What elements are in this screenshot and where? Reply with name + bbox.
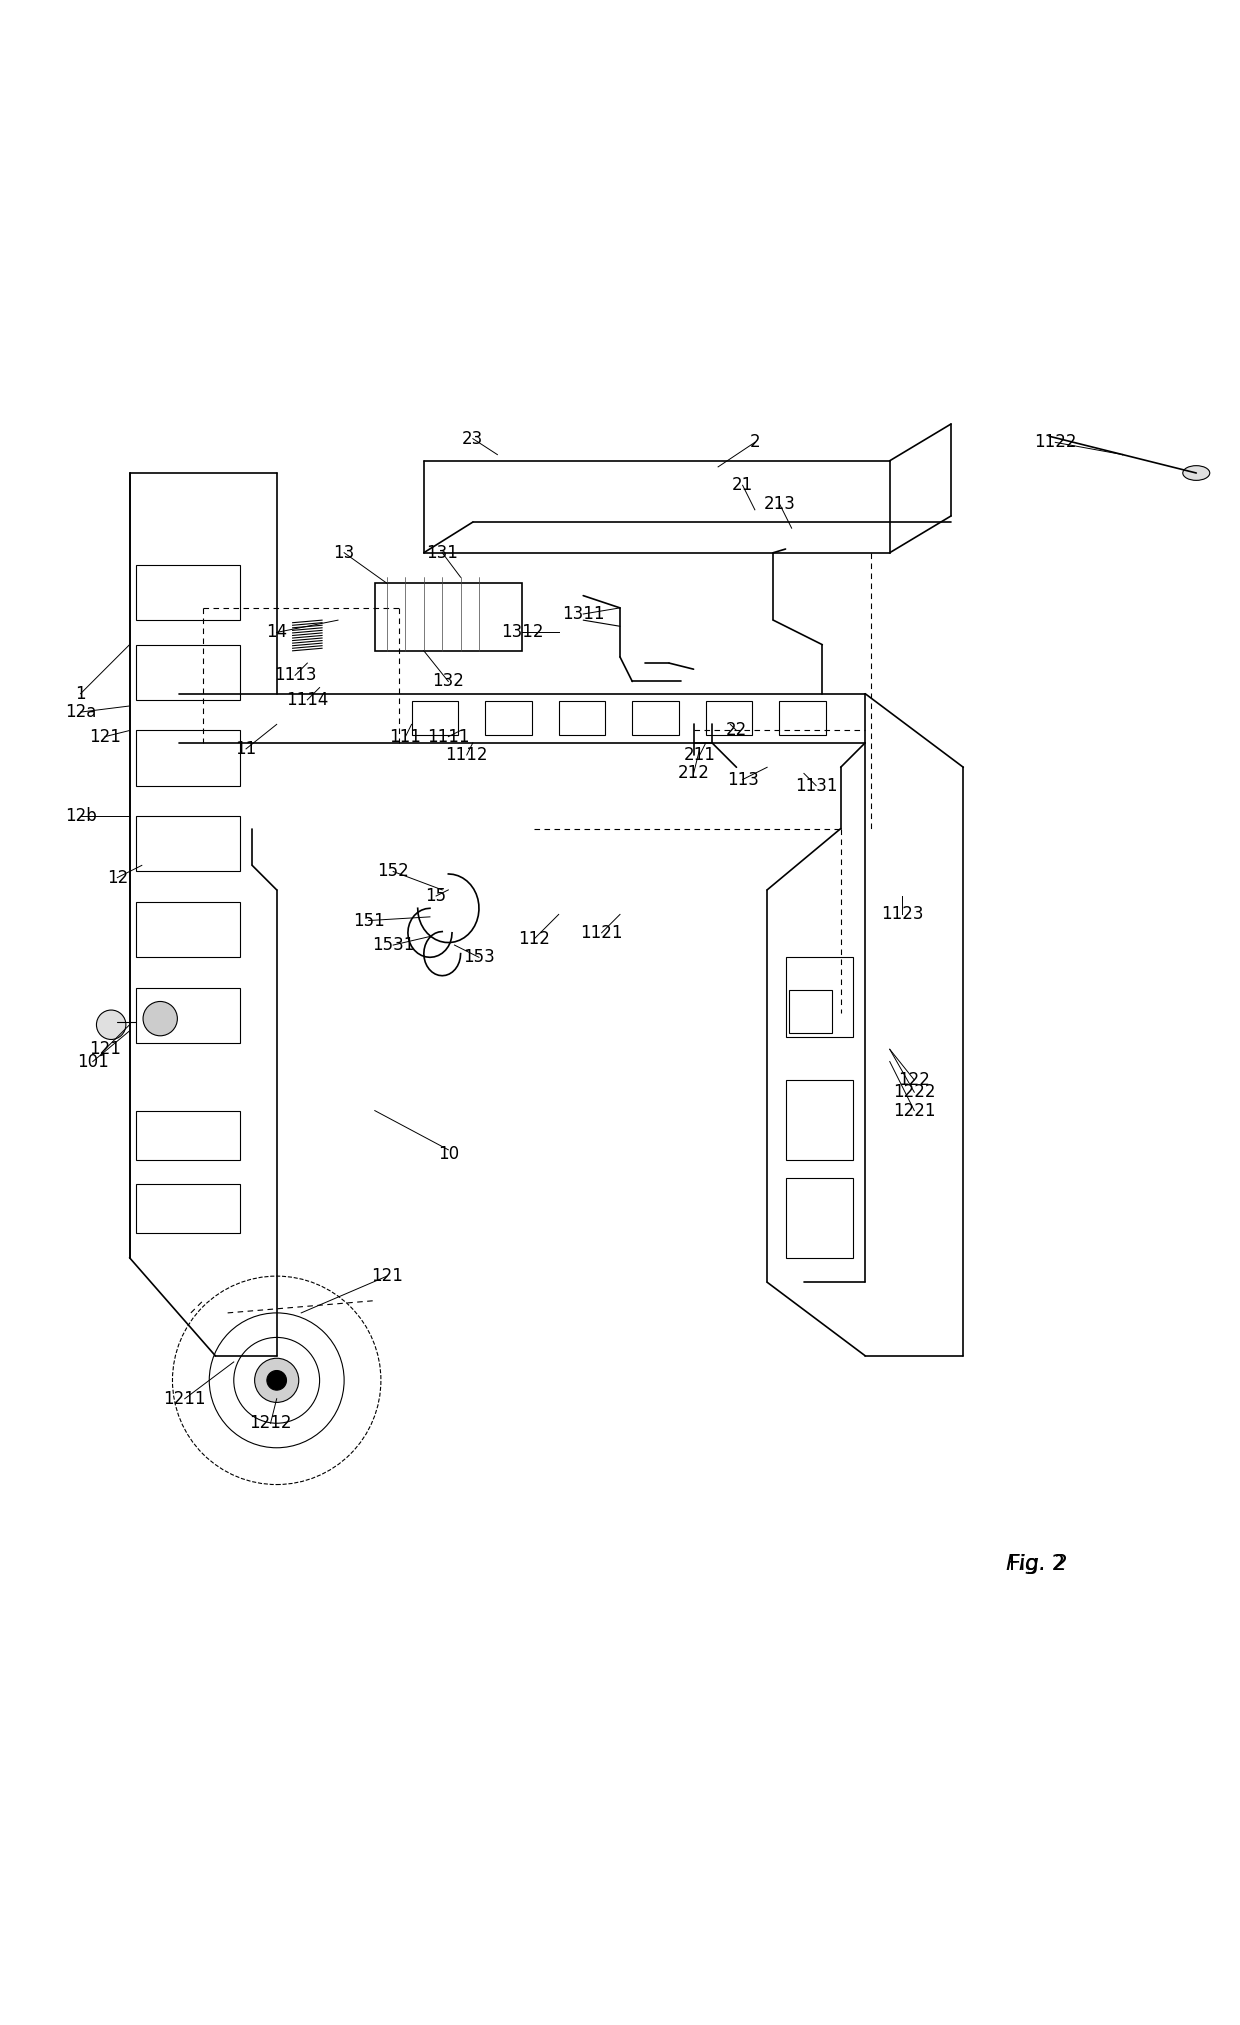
Bar xyxy=(135,816,239,871)
Ellipse shape xyxy=(1183,466,1210,480)
Circle shape xyxy=(97,1010,126,1039)
Text: 2: 2 xyxy=(749,433,760,452)
Bar xyxy=(135,644,239,701)
Bar xyxy=(780,701,826,735)
Text: 1131: 1131 xyxy=(795,778,837,794)
Text: 13: 13 xyxy=(334,543,355,561)
Text: 12: 12 xyxy=(107,869,128,887)
Bar xyxy=(135,731,239,786)
Bar xyxy=(785,1079,853,1160)
Circle shape xyxy=(254,1359,299,1403)
Text: 22: 22 xyxy=(725,721,748,739)
Bar xyxy=(789,990,832,1033)
Text: 213: 213 xyxy=(764,494,795,512)
Text: 1123: 1123 xyxy=(880,905,924,923)
Text: 1211: 1211 xyxy=(164,1389,206,1407)
Text: 212: 212 xyxy=(677,763,709,782)
Text: 151: 151 xyxy=(352,911,384,929)
Text: 1222: 1222 xyxy=(893,1083,935,1102)
Bar xyxy=(706,701,753,735)
Circle shape xyxy=(267,1371,286,1389)
Text: 132: 132 xyxy=(433,672,464,691)
Text: 1121: 1121 xyxy=(580,923,622,942)
Text: 121: 121 xyxy=(89,1041,122,1059)
Text: 1112: 1112 xyxy=(445,745,489,763)
Bar xyxy=(485,701,532,735)
Text: 121: 121 xyxy=(371,1268,403,1286)
Text: 1122: 1122 xyxy=(1034,433,1076,452)
Bar xyxy=(135,1185,239,1233)
Text: 1311: 1311 xyxy=(562,605,604,624)
Text: 14: 14 xyxy=(267,624,288,642)
Bar xyxy=(785,1179,853,1258)
Text: 1: 1 xyxy=(76,684,86,703)
Text: 21: 21 xyxy=(732,476,753,494)
Bar xyxy=(374,583,522,650)
Text: Fig. 2: Fig. 2 xyxy=(1009,1555,1065,1573)
Text: 112: 112 xyxy=(518,929,551,948)
Text: 211: 211 xyxy=(683,745,715,763)
Text: 1221: 1221 xyxy=(893,1102,935,1120)
Bar xyxy=(412,701,458,735)
Text: 1111: 1111 xyxy=(427,727,470,745)
Text: 153: 153 xyxy=(463,948,495,966)
Circle shape xyxy=(143,1002,177,1037)
Text: 113: 113 xyxy=(727,772,759,788)
Text: 1212: 1212 xyxy=(249,1413,291,1432)
Text: 111: 111 xyxy=(389,727,422,745)
Text: 101: 101 xyxy=(77,1053,109,1071)
Text: 121: 121 xyxy=(89,727,122,745)
Text: 1312: 1312 xyxy=(501,624,543,642)
Text: 12a: 12a xyxy=(64,703,97,721)
Text: 122: 122 xyxy=(898,1071,930,1089)
Text: 131: 131 xyxy=(427,543,458,561)
Text: 152: 152 xyxy=(377,863,409,881)
Text: 1531: 1531 xyxy=(372,936,414,954)
Text: Fig. 2: Fig. 2 xyxy=(1006,1555,1068,1573)
Text: 11: 11 xyxy=(236,739,257,757)
Bar xyxy=(559,701,605,735)
Bar xyxy=(135,988,239,1043)
Text: 12b: 12b xyxy=(64,808,97,826)
Bar xyxy=(632,701,678,735)
Text: 15: 15 xyxy=(425,887,446,905)
Bar xyxy=(135,903,239,958)
Text: 1114: 1114 xyxy=(286,691,329,709)
Text: 10: 10 xyxy=(438,1144,459,1162)
Text: 1113: 1113 xyxy=(274,666,316,684)
Bar xyxy=(785,958,853,1037)
Bar xyxy=(135,565,239,620)
Text: 23: 23 xyxy=(463,429,484,448)
Bar xyxy=(135,1110,239,1160)
